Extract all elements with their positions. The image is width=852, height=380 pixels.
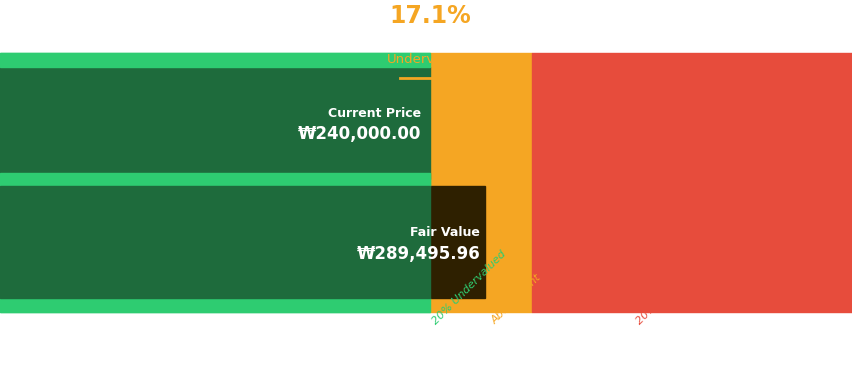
- Bar: [429, 53, 532, 312]
- Text: About Right: About Right: [489, 273, 543, 326]
- Bar: [0, 173, 429, 186]
- Bar: [0, 66, 429, 179]
- Text: 20% Overvalued: 20% Overvalued: [634, 253, 706, 326]
- Text: ₩289,495.96: ₩289,495.96: [356, 245, 480, 263]
- Text: Fair Value: Fair Value: [410, 226, 480, 239]
- Bar: [0, 179, 429, 192]
- Text: ₩240,000.00: ₩240,000.00: [297, 125, 421, 143]
- Text: Undervalued: Undervalued: [387, 53, 472, 66]
- Text: 17.1%: 17.1%: [389, 4, 470, 28]
- Text: Current Price: Current Price: [328, 106, 421, 120]
- Bar: [0, 186, 429, 298]
- Bar: [532, 53, 852, 312]
- Bar: [0, 298, 429, 312]
- Bar: [0, 53, 429, 312]
- Bar: [0, 186, 484, 298]
- Text: 20% Undervalued: 20% Undervalued: [429, 249, 507, 326]
- Bar: [0, 53, 429, 66]
